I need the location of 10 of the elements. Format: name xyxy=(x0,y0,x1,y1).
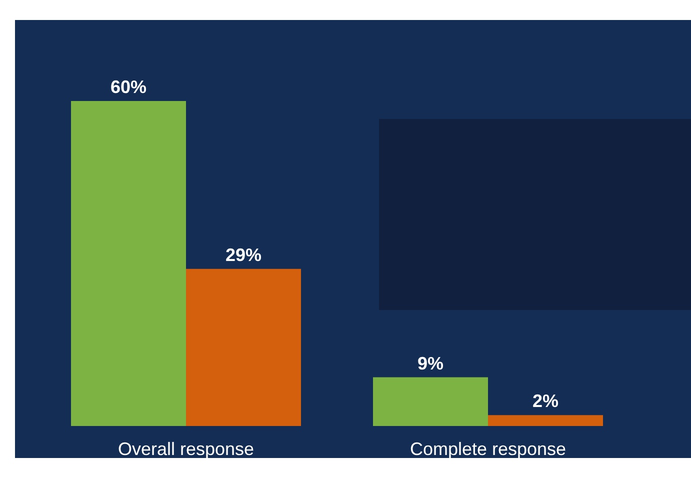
bar xyxy=(71,101,186,426)
data-label: 9% xyxy=(417,353,444,374)
bar xyxy=(488,415,603,426)
x-tick-label: Overall response xyxy=(118,439,254,459)
bar xyxy=(186,268,301,426)
data-label: 2% xyxy=(532,391,559,412)
x-tick-label: Complete response xyxy=(410,439,566,459)
data-label: 29% xyxy=(225,244,262,265)
bar xyxy=(373,377,488,426)
data-label: 60% xyxy=(110,77,147,97)
